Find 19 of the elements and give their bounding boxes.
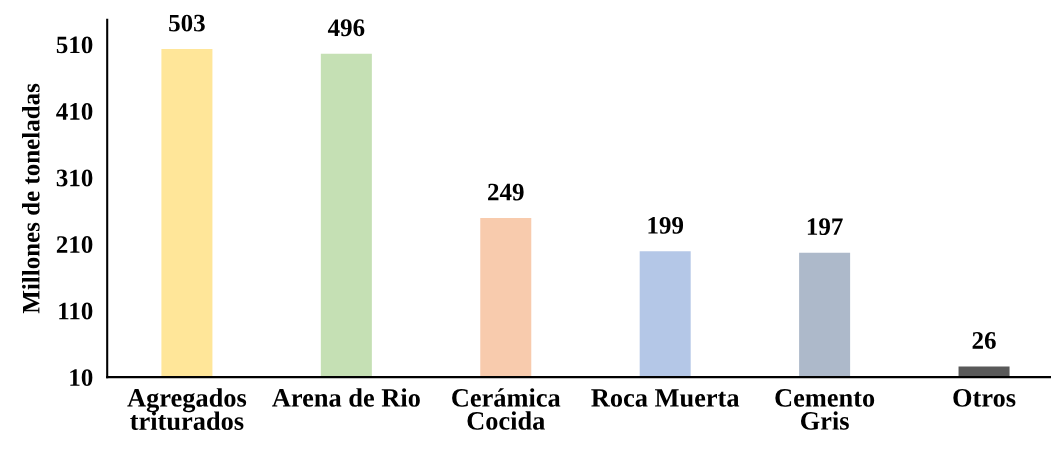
x-tick-label: Otros — [953, 389, 1016, 407]
y-axis-title: Millones de toneladas — [22, 83, 40, 314]
y-tick-label: 510 — [56, 36, 93, 54]
y-tick-label: 110 — [59, 302, 93, 320]
y-tick-label: 410 — [56, 103, 93, 120]
x-tick-label: Roca Muerta — [591, 389, 740, 407]
data-label: 496 — [327, 19, 365, 37]
x-tick-label: Cemento Gris — [775, 389, 875, 430]
y-tick-label: 10 — [70, 369, 93, 387]
data-label: 249 — [488, 183, 524, 201]
y-tick-label: 310 — [56, 169, 93, 187]
x-tick-label: Agregados triturados — [127, 388, 247, 431]
x-tick-label: Arena de Rio — [272, 388, 420, 407]
data-label: 197 — [807, 218, 843, 236]
x-tick-label: Cerámica Cocida — [452, 388, 561, 430]
data-label: 26 — [972, 332, 996, 349]
data-label: 503 — [169, 14, 205, 32]
data-label: 199 — [648, 216, 684, 234]
y-tick-label: 210 — [56, 236, 93, 253]
